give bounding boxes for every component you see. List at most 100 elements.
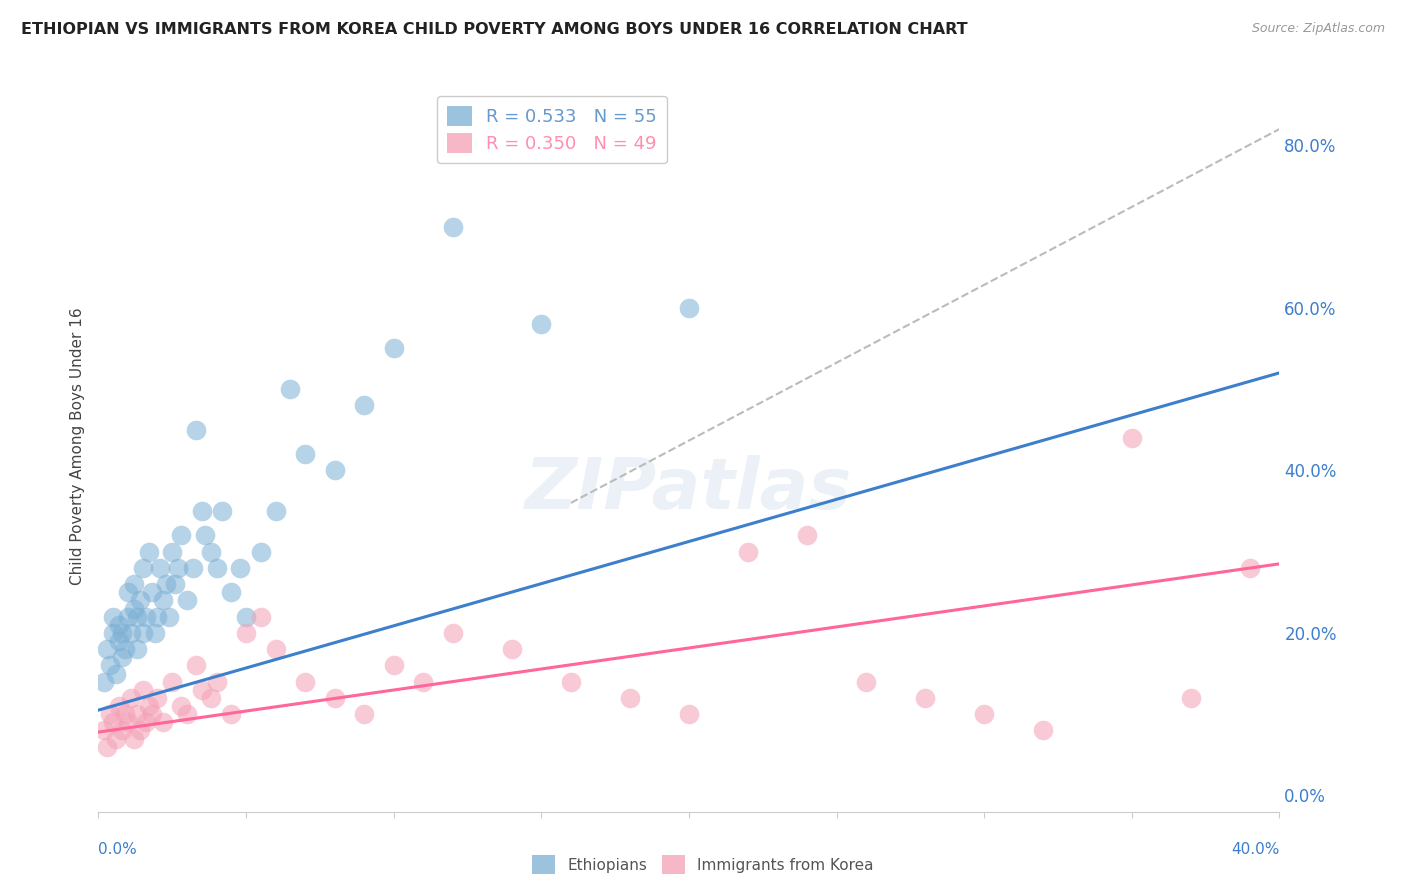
Point <box>108 634 131 648</box>
Point <box>138 544 160 558</box>
Point <box>250 609 273 624</box>
Point <box>146 609 169 624</box>
Point <box>103 715 125 730</box>
Point <box>280 382 302 396</box>
Text: 40.0%: 40.0% <box>1232 842 1279 857</box>
Point <box>1239 561 1261 575</box>
Point <box>441 626 464 640</box>
Point <box>170 699 193 714</box>
Point <box>235 626 257 640</box>
Point <box>441 219 464 234</box>
Point <box>149 561 172 575</box>
Point <box>619 690 641 705</box>
Point <box>737 544 759 558</box>
Point <box>264 642 287 657</box>
Point <box>501 642 523 657</box>
Point <box>114 707 136 722</box>
Point <box>560 674 582 689</box>
Point <box>170 528 193 542</box>
Point <box>138 699 160 714</box>
Point <box>120 690 142 705</box>
Point <box>176 593 198 607</box>
Point <box>122 731 145 746</box>
Point <box>125 609 148 624</box>
Point <box>205 674 228 689</box>
Point <box>914 690 936 705</box>
Text: Source: ZipAtlas.com: Source: ZipAtlas.com <box>1251 22 1385 36</box>
Point <box>176 707 198 722</box>
Point <box>152 593 174 607</box>
Point <box>108 699 131 714</box>
Point <box>221 707 243 722</box>
Point <box>125 707 148 722</box>
Point <box>114 642 136 657</box>
Point <box>98 707 121 722</box>
Point <box>135 609 157 624</box>
Point <box>146 690 169 705</box>
Point <box>128 723 150 738</box>
Point <box>294 447 316 461</box>
Point <box>205 561 228 575</box>
Point <box>323 690 346 705</box>
Point <box>120 626 142 640</box>
Point <box>191 504 214 518</box>
Point <box>105 666 128 681</box>
Point <box>96 739 118 754</box>
Point <box>678 301 700 315</box>
Point <box>264 504 287 518</box>
Point <box>181 561 204 575</box>
Point <box>122 601 145 615</box>
Point <box>530 317 553 331</box>
Point <box>200 544 222 558</box>
Point <box>117 715 139 730</box>
Point <box>128 593 150 607</box>
Point <box>162 674 183 689</box>
Point <box>135 715 157 730</box>
Point <box>141 585 163 599</box>
Point <box>122 577 145 591</box>
Point <box>1121 431 1143 445</box>
Point <box>132 626 155 640</box>
Point <box>1180 690 1202 705</box>
Text: ETHIOPIAN VS IMMIGRANTS FROM KOREA CHILD POVERTY AMONG BOYS UNDER 16 CORRELATION: ETHIOPIAN VS IMMIGRANTS FROM KOREA CHILD… <box>21 22 967 37</box>
Point <box>111 723 134 738</box>
Point <box>184 658 207 673</box>
Legend: R = 0.533   N = 55, R = 0.350   N = 49: R = 0.533 N = 55, R = 0.350 N = 49 <box>437 96 666 163</box>
Point <box>152 715 174 730</box>
Point <box>111 626 134 640</box>
Point <box>132 682 155 697</box>
Point <box>132 561 155 575</box>
Point <box>143 626 166 640</box>
Point <box>96 642 118 657</box>
Point <box>353 707 375 722</box>
Point <box>973 707 995 722</box>
Point <box>229 561 252 575</box>
Point <box>108 617 131 632</box>
Point <box>117 609 139 624</box>
Point <box>382 658 405 673</box>
Y-axis label: Child Poverty Among Boys Under 16: Child Poverty Among Boys Under 16 <box>69 307 84 585</box>
Point <box>855 674 877 689</box>
Legend: Ethiopians, Immigrants from Korea: Ethiopians, Immigrants from Korea <box>526 849 880 880</box>
Point <box>323 463 346 477</box>
Text: ZIPatlas: ZIPatlas <box>526 456 852 524</box>
Point <box>93 674 115 689</box>
Text: 0.0%: 0.0% <box>98 842 138 857</box>
Point <box>796 528 818 542</box>
Point <box>103 626 125 640</box>
Point <box>382 342 405 356</box>
Point <box>155 577 177 591</box>
Point <box>98 658 121 673</box>
Point <box>157 609 180 624</box>
Point <box>194 528 217 542</box>
Point <box>412 674 434 689</box>
Point <box>111 650 134 665</box>
Point <box>200 690 222 705</box>
Point <box>117 585 139 599</box>
Point <box>250 544 273 558</box>
Point <box>678 707 700 722</box>
Point <box>353 398 375 412</box>
Point <box>294 674 316 689</box>
Point <box>184 423 207 437</box>
Point <box>191 682 214 697</box>
